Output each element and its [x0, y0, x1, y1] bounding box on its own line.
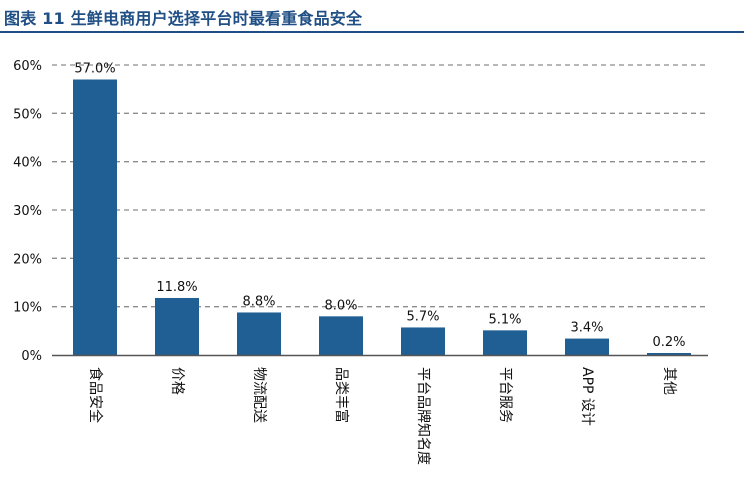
x-tick-label: 物流配送 [251, 367, 267, 423]
x-tick-label: 平台品牌知名度 [415, 367, 432, 465]
x-tick-label: 平台服务 [497, 367, 513, 423]
data-label: 3.4% [570, 321, 603, 336]
x-tick-label: 其他 [661, 367, 677, 395]
y-tick-label: 30% [13, 204, 42, 219]
bar [483, 330, 527, 355]
y-tick-label: 10% [13, 301, 42, 316]
data-label: 8.8% [242, 294, 275, 309]
y-axis-ticks: 0% 10% 20% 30% 40% 50% 60% [13, 59, 42, 364]
data-label: 5.1% [488, 312, 521, 327]
x-tick-label: 价格 [169, 367, 185, 395]
y-tick-label: 0% [21, 349, 42, 364]
data-label: 8.0% [324, 298, 357, 313]
bar [401, 327, 445, 355]
gridlines [52, 64, 708, 308]
figure-title: 图表 11 生鲜电商用户选择平台时最看重食品安全 [4, 9, 363, 28]
bars [73, 79, 691, 355]
data-label: 0.2% [652, 335, 685, 350]
x-tick-label: 食品安全 [87, 367, 104, 423]
data-labels: 57.0% 11.8% 8.8% 8.0% 5.7% 5.1% 3.4% 0.2% [74, 62, 685, 351]
data-label: 57.0% [74, 62, 115, 77]
bar [155, 297, 199, 355]
x-axis-labels: 食品安全 价格 物流配送 品类丰富 平台品牌知名度 平台服务 APP 设计 其他 [87, 367, 677, 465]
title-bar: 图表 11 生鲜电商用户选择平台时最看重食品安全 [0, 0, 752, 36]
data-label: 11.8% [156, 280, 197, 295]
bar [73, 79, 117, 355]
y-tick-label: 20% [13, 252, 42, 267]
y-tick-label: 50% [13, 107, 42, 122]
y-tick-label: 60% [13, 59, 42, 74]
y-tick-label: 40% [13, 156, 42, 171]
bar [319, 316, 363, 355]
data-label: 5.7% [406, 309, 439, 324]
bar [237, 312, 281, 355]
bar [647, 353, 691, 355]
x-tick-label: 品类丰富 [333, 367, 350, 423]
x-tick-label: APP 设计 [579, 367, 595, 426]
bar [565, 338, 609, 355]
title-rule [0, 31, 744, 33]
